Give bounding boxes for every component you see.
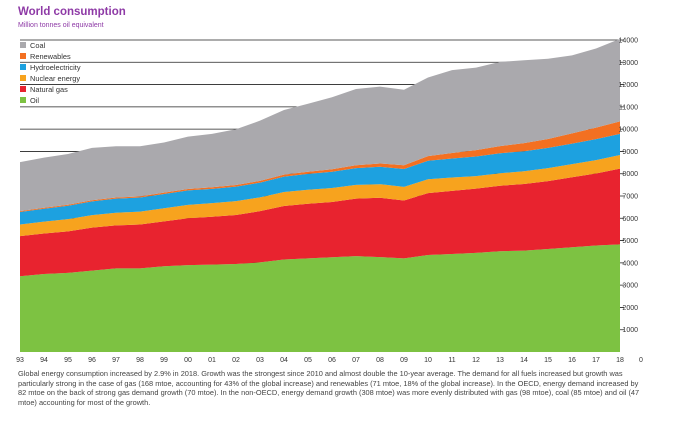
y-tick-label: 14000 [619, 38, 639, 45]
area-hydroelectricity [20, 133, 620, 225]
x-tick-label: 05 [304, 357, 312, 364]
y-tick-label: 10000 [619, 127, 639, 134]
y-tick-label: 13000 [619, 60, 639, 67]
y-tick-label: 4000 [622, 260, 638, 267]
x-tick-label: 17 [592, 357, 600, 364]
legend-swatch [20, 64, 26, 70]
x-tick-label: 18 [616, 357, 624, 364]
legend-swatch [20, 42, 26, 48]
x-tick-label: 03 [256, 357, 264, 364]
x-tick-label: 98 [136, 357, 144, 364]
legend-label: Coal [30, 41, 46, 50]
x-tick-label: 15 [544, 357, 552, 364]
chart-title: World consumption [18, 6, 126, 18]
x-tick-label: 99 [160, 357, 168, 364]
y-tick-label: 3000 [622, 283, 638, 290]
area-coal [20, 38, 620, 212]
x-tick-label: 97 [112, 357, 120, 364]
x-tick-label: 00 [184, 357, 192, 364]
x-tick-label: 01 [208, 357, 216, 364]
chart-caption: Global energy consumption increased by 2… [18, 369, 640, 407]
x-tick-label: 95 [64, 357, 72, 364]
y-tick-label: 12000 [619, 82, 639, 89]
x-tick-label: 06 [328, 357, 336, 364]
legend-swatch [20, 53, 26, 59]
y-tick-label: 6000 [622, 216, 638, 223]
x-tick-label: 14 [520, 357, 528, 364]
x-tick-label: 08 [376, 357, 384, 364]
legend-label: Oil [30, 96, 39, 105]
y-tick-label: 5000 [622, 238, 638, 245]
x-tick-label: 12 [472, 357, 480, 364]
y-tick-label: 2000 [622, 305, 638, 312]
legend-swatch [20, 75, 26, 81]
stacked-area-chart: 1000200030004000500060007000800090001000… [16, 38, 643, 365]
y-tick-label: 0 [639, 357, 643, 364]
x-tick-label: 96 [88, 357, 96, 364]
legend-label: Natural gas [30, 85, 68, 94]
y-tick-label: 7000 [622, 194, 638, 201]
x-tick-label: 09 [400, 357, 408, 364]
area-natural-gas [20, 168, 620, 277]
y-tick-label: 8000 [622, 171, 638, 178]
legend-label: Nuclear energy [30, 74, 80, 83]
x-tick-label: 04 [280, 357, 288, 364]
legend-swatch [20, 86, 26, 92]
x-tick-label: 02 [232, 357, 240, 364]
legend-label: Hydroelectricity [30, 63, 81, 72]
x-tick-label: 13 [496, 357, 504, 364]
y-tick-label: 9000 [622, 149, 638, 156]
legend-label: Renewables [30, 52, 71, 61]
legend-swatch [20, 97, 26, 103]
x-tick-label: 10 [424, 357, 432, 364]
chart-subtitle: Million tonnes oil equivalent [18, 22, 104, 29]
y-tick-label: 1000 [622, 327, 638, 334]
area-oil [20, 244, 620, 352]
area-renewables [20, 121, 620, 213]
x-tick-label: 16 [568, 357, 576, 364]
y-tick-label: 11000 [619, 104, 638, 111]
x-tick-label: 07 [352, 357, 360, 364]
x-tick-label: 11 [448, 357, 455, 364]
x-tick-label: 93 [16, 357, 24, 364]
area-nuclear-energy [20, 154, 620, 237]
x-tick-label: 94 [40, 357, 48, 364]
